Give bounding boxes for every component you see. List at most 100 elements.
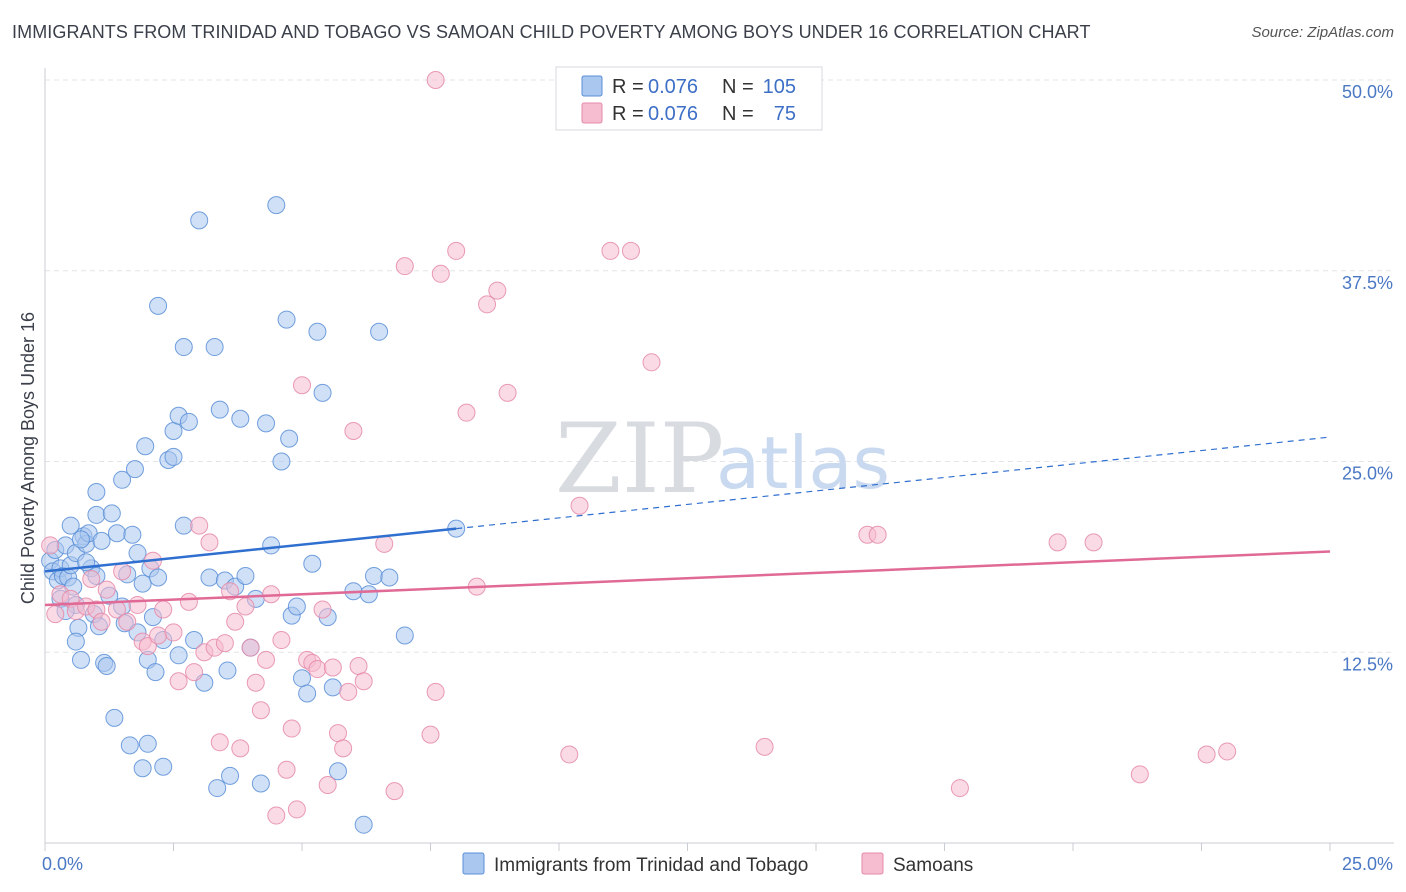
y-axis-label: Child Poverty Among Boys Under 16 bbox=[18, 312, 38, 604]
point-s0-21 bbox=[87, 483, 106, 502]
point-s0-68 bbox=[221, 766, 240, 785]
point-s0-74 bbox=[251, 774, 270, 793]
point-s0-27 bbox=[102, 504, 121, 523]
point-s0-92 bbox=[359, 585, 378, 604]
y-tick-label-2: 37.5% bbox=[1342, 273, 1393, 293]
point-s0-13 bbox=[71, 650, 90, 669]
legend-r-value-0: 0.076 bbox=[648, 76, 698, 98]
y-tick-label-1: 25.0% bbox=[1342, 464, 1393, 484]
point-s1-62 bbox=[447, 241, 466, 260]
point-s0-71 bbox=[236, 566, 255, 585]
point-s1-53 bbox=[344, 421, 363, 440]
point-s1-8 bbox=[92, 612, 111, 631]
legend-n-label-0: N = bbox=[722, 76, 754, 98]
point-s0-94 bbox=[370, 322, 389, 341]
point-s0-41 bbox=[136, 437, 155, 456]
point-s0-80 bbox=[280, 429, 299, 448]
point-s0-63 bbox=[205, 338, 224, 357]
point-s1-31 bbox=[231, 739, 250, 758]
x-tick-label-1: 25.0% bbox=[1342, 854, 1393, 874]
y-tick-labels: 12.5% 25.0% 37.5% 50.0% bbox=[1342, 82, 1393, 674]
point-s0-76 bbox=[262, 536, 281, 555]
point-s0-67 bbox=[218, 661, 237, 680]
chart-title: IMMIGRANTS FROM TRINIDAD AND TOBAGO VS S… bbox=[12, 22, 1091, 42]
watermark-zip: ZIP bbox=[555, 403, 724, 515]
point-s0-86 bbox=[308, 322, 327, 341]
point-s0-39 bbox=[133, 574, 152, 593]
point-s1-61 bbox=[431, 264, 450, 283]
point-s0-20 bbox=[87, 505, 106, 524]
point-s0-34 bbox=[120, 736, 139, 755]
point-s0-85 bbox=[303, 554, 322, 573]
point-s0-96 bbox=[354, 815, 373, 834]
legend: R = 0.076 N = 105 R = 0.076 N = 75 bbox=[555, 66, 823, 131]
point-s0-65 bbox=[210, 400, 229, 419]
legend-swatch-blue bbox=[581, 75, 603, 97]
point-s0-40 bbox=[133, 759, 152, 778]
bottom-legend-swatch-blue bbox=[462, 852, 485, 875]
point-s1-21 bbox=[179, 592, 198, 611]
point-s1-20 bbox=[169, 672, 188, 691]
legend-r-value-1: 0.076 bbox=[648, 103, 698, 125]
point-s1-78 bbox=[1130, 765, 1149, 784]
point-s0-23 bbox=[92, 531, 111, 550]
point-s1-77 bbox=[1084, 533, 1103, 552]
point-s1-23 bbox=[190, 516, 209, 535]
point-s1-59 bbox=[421, 725, 440, 744]
point-s0-82 bbox=[287, 597, 306, 616]
point-s1-41 bbox=[282, 719, 301, 738]
point-s0-78 bbox=[272, 452, 291, 471]
point-s1-1 bbox=[46, 605, 65, 624]
point-s1-36 bbox=[257, 650, 276, 669]
point-s1-40 bbox=[277, 760, 296, 779]
watermark: ZIP atlas bbox=[555, 403, 890, 515]
point-s1-46 bbox=[308, 660, 327, 679]
point-s0-95 bbox=[380, 568, 399, 587]
point-s1-65 bbox=[478, 295, 497, 314]
point-s1-60 bbox=[426, 682, 445, 701]
point-s1-76 bbox=[1048, 533, 1067, 552]
point-s1-54 bbox=[349, 656, 368, 675]
point-s1-75 bbox=[950, 779, 969, 798]
point-s0-59 bbox=[185, 631, 204, 650]
point-s1-32 bbox=[236, 597, 255, 616]
point-s1-12 bbox=[118, 612, 137, 631]
point-s0-64 bbox=[208, 779, 227, 798]
point-s1-71 bbox=[642, 353, 661, 372]
point-s1-17 bbox=[149, 626, 168, 645]
legend-swatch-pink bbox=[581, 102, 603, 124]
trend-lines bbox=[44, 436, 1331, 607]
grid-lines bbox=[45, 79, 1394, 653]
point-s1-79 bbox=[1197, 745, 1216, 764]
point-s0-48 bbox=[149, 296, 168, 315]
point-s0-36 bbox=[125, 460, 144, 479]
point-s0-90 bbox=[328, 762, 347, 781]
x-tick-labels: 0.0% 25.0% bbox=[42, 854, 1393, 874]
point-s1-72 bbox=[755, 737, 774, 756]
point-s0-97 bbox=[395, 626, 414, 645]
point-s1-42 bbox=[287, 800, 306, 819]
legend-n-value-1: 75 bbox=[774, 103, 796, 125]
point-s0-29 bbox=[107, 524, 126, 543]
point-s1-70 bbox=[621, 241, 640, 260]
point-s1-6 bbox=[82, 570, 101, 589]
point-s0-79 bbox=[277, 310, 296, 329]
point-s1-67 bbox=[498, 383, 517, 402]
legend-r-label-0: R = bbox=[612, 76, 644, 98]
y-tick-label-3: 50.0% bbox=[1342, 82, 1393, 102]
point-s0-87 bbox=[313, 383, 332, 402]
data-points bbox=[41, 71, 1237, 834]
point-s0-62 bbox=[200, 568, 219, 587]
trend-line-blue bbox=[44, 527, 457, 573]
x-tick-label-0: 0.0% bbox=[42, 854, 83, 874]
point-s1-48 bbox=[318, 776, 337, 795]
point-s0-47 bbox=[149, 568, 168, 587]
point-s0-57 bbox=[174, 516, 193, 535]
point-s1-63 bbox=[457, 403, 476, 422]
point-s1-38 bbox=[267, 806, 286, 825]
point-s1-82 bbox=[570, 496, 589, 515]
point-s0-28 bbox=[105, 708, 124, 727]
point-s0-83 bbox=[293, 669, 311, 688]
point-s0-60 bbox=[190, 211, 209, 230]
legend-n-value-0: 105 bbox=[763, 76, 796, 98]
